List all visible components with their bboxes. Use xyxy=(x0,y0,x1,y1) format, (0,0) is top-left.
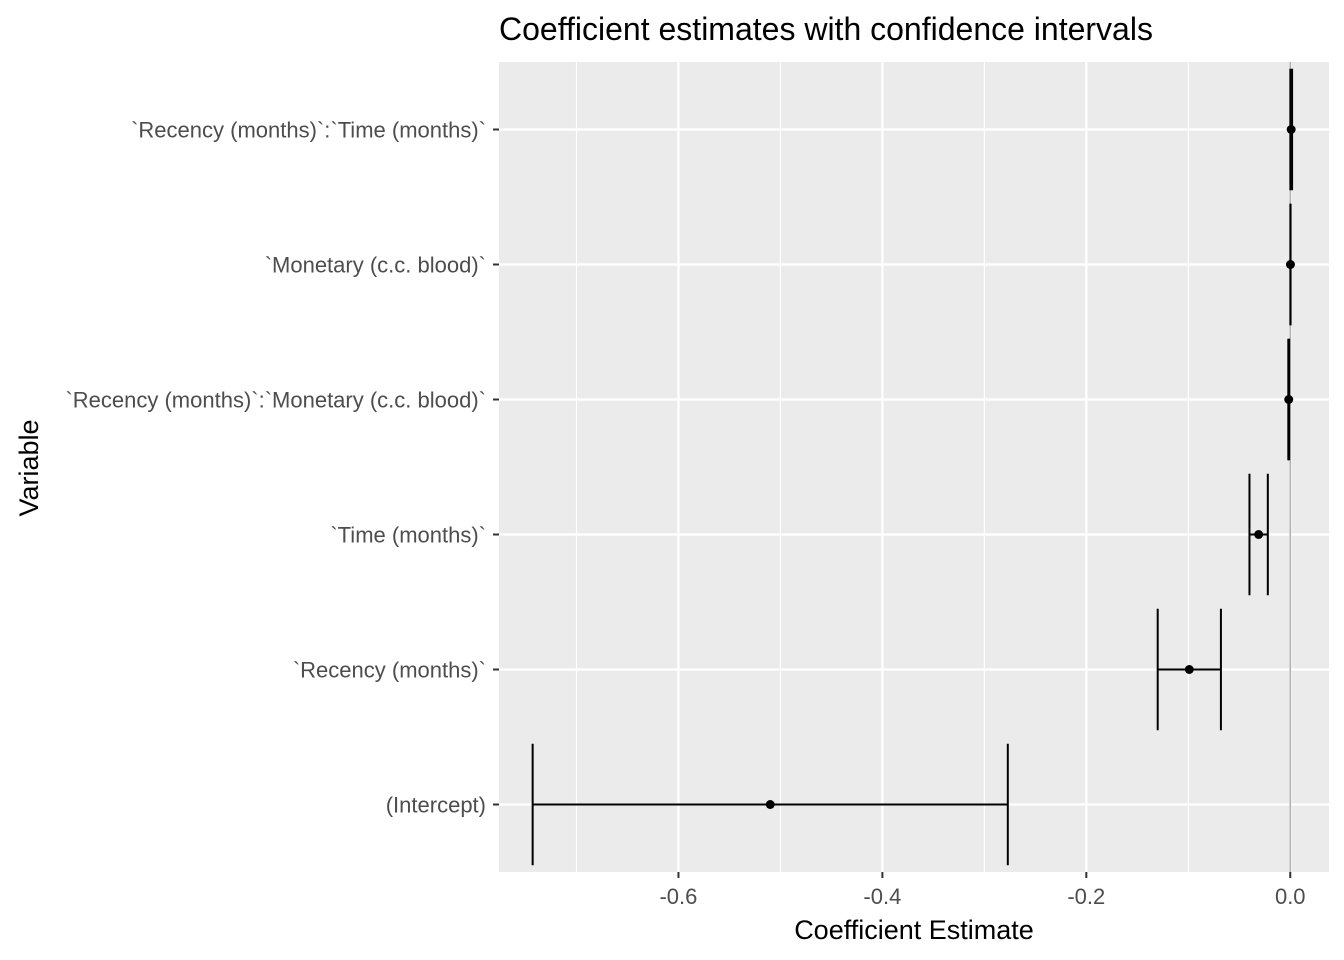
errorbar-group xyxy=(1156,608,1222,731)
estimate-point xyxy=(1285,260,1295,269)
x-tick-label: -0.2 xyxy=(1067,884,1105,909)
errorbar-group xyxy=(1248,473,1269,596)
estimate-point xyxy=(1184,665,1194,674)
errorbar-group xyxy=(1285,203,1295,326)
x-axis-ticks: -0.6 -0.4 -0.2 0.0 xyxy=(659,872,1306,909)
y-tick-label: `Monetary (c.c. blood)` xyxy=(265,253,486,278)
x-tick-label: 0.0 xyxy=(1275,884,1306,909)
y-tick-label: (Intercept) xyxy=(386,793,486,818)
y-tick-label: `Recency (months)`:`Monetary (c.c. blood… xyxy=(65,388,486,413)
chart-title: Coefficient estimates with confidence in… xyxy=(499,11,1153,47)
y-tick-label: `Recency (months)`:`Time (months)` xyxy=(131,118,486,143)
errorbar-group xyxy=(1286,68,1296,191)
estimate-point xyxy=(765,800,775,809)
y-tick-label: `Recency (months)` xyxy=(293,658,486,683)
y-axis-title: Variable xyxy=(14,419,44,516)
x-axis-title: Coefficient Estimate xyxy=(794,915,1034,945)
x-tick-label: -0.4 xyxy=(863,884,901,909)
marks-layer xyxy=(531,68,1296,866)
x-tick-label: -0.6 xyxy=(659,884,697,909)
errorbar-group xyxy=(1284,338,1294,461)
estimate-point xyxy=(1284,395,1294,404)
y-tick-label: `Time (months)` xyxy=(330,523,486,548)
grid-layer xyxy=(499,62,1329,872)
errorbar-group xyxy=(531,743,1009,866)
estimate-point xyxy=(1254,530,1264,539)
estimate-point xyxy=(1286,125,1296,134)
y-axis-ticks: (Intercept) `Recency (months)` `Time (mont… xyxy=(65,118,499,818)
plot-panel xyxy=(499,62,1329,872)
